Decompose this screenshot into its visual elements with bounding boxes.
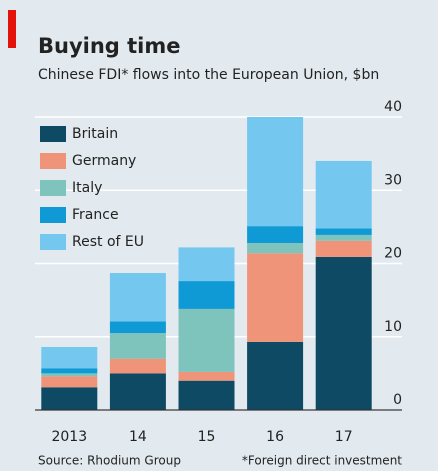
bar-segment <box>315 256 372 410</box>
x-tick-label: 15 <box>198 429 216 445</box>
y-tick-label: 10 <box>384 319 402 335</box>
x-tick-label: 17 <box>335 429 353 445</box>
source: Source: Rhodium Group <box>38 454 181 468</box>
legend-label: Italy <box>72 180 102 196</box>
chart-title: Buying time <box>38 34 181 58</box>
legend-swatch <box>40 207 66 223</box>
bar-segment <box>178 247 235 282</box>
bar-segment <box>247 226 304 243</box>
bar-segment <box>315 160 372 229</box>
bar-segment <box>109 358 166 374</box>
legend-label: Germany <box>72 153 136 169</box>
bar-segment <box>109 373 166 410</box>
x-tick-label: 16 <box>266 429 284 445</box>
bar-segment <box>247 253 304 342</box>
x-tick-label: 2013 <box>51 429 87 445</box>
legend-label: France <box>72 207 119 223</box>
note: *Foreign direct investment <box>242 454 402 468</box>
bar-segment <box>178 281 235 309</box>
bar-segment <box>109 273 166 322</box>
x-tick-label: 14 <box>129 429 147 445</box>
bar-segment <box>178 371 235 381</box>
bar-segment <box>178 308 235 372</box>
bar-segment <box>315 228 372 235</box>
bar-segment <box>109 321 166 334</box>
bar-segment <box>315 240 372 257</box>
y-tick-label: 20 <box>384 246 402 262</box>
bar-segment <box>41 376 98 388</box>
legend-swatch <box>40 153 66 169</box>
bar-segment <box>41 368 98 374</box>
bar-segment <box>247 242 304 254</box>
chart-subtitle: Chinese FDI* flows into the European Uni… <box>38 67 379 83</box>
y-tick-label: 0 <box>393 392 402 408</box>
y-tick-label: 30 <box>384 172 402 188</box>
legend-label: Rest of EU <box>72 234 144 250</box>
red-tab <box>8 10 16 48</box>
y-tick-label: 40 <box>384 99 402 115</box>
bar-segment <box>247 117 304 227</box>
bar-segment <box>41 387 98 410</box>
legend-label: Britain <box>72 126 118 142</box>
bar-segment <box>315 234 372 241</box>
legend-swatch <box>40 234 66 250</box>
bar-segment <box>109 333 166 359</box>
bar-segment <box>41 373 98 377</box>
bar-segment <box>247 341 304 410</box>
bar-segment <box>178 380 235 410</box>
legend-swatch <box>40 126 66 142</box>
legend-swatch <box>40 180 66 196</box>
bar-segment <box>41 347 98 369</box>
